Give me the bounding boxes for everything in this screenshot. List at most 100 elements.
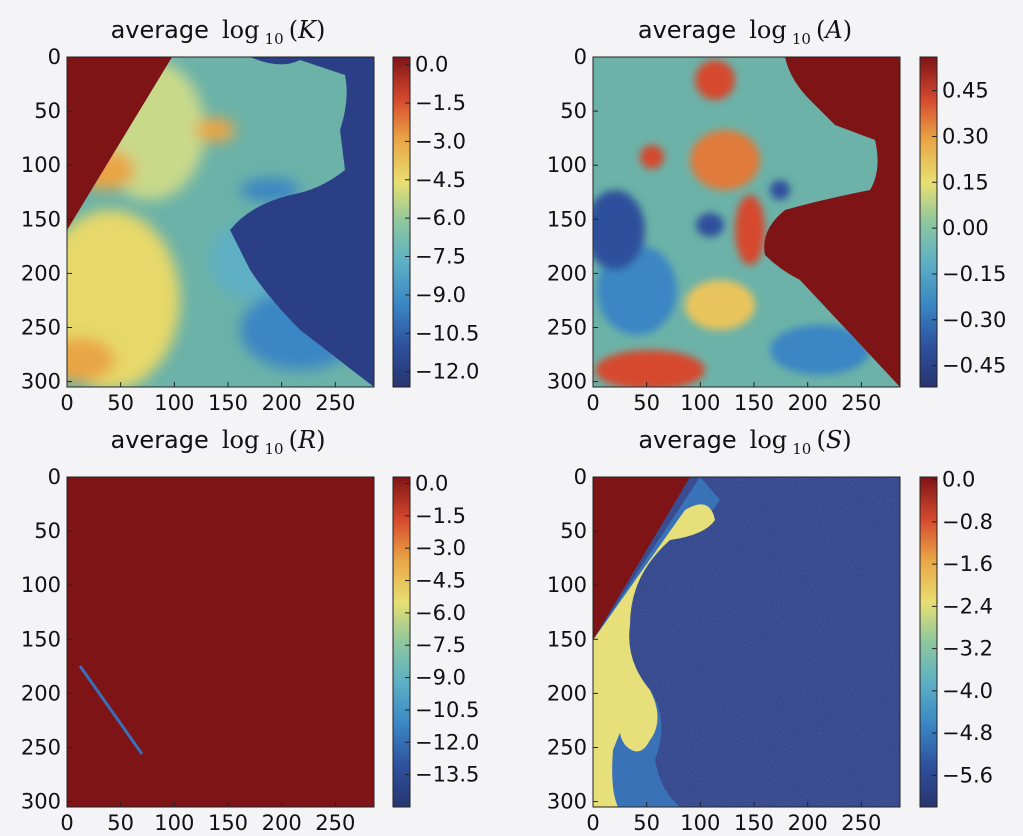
y-tick-label-a: 100 <box>547 153 587 177</box>
colorbar-tick-label-r: −12.0 <box>415 730 479 754</box>
y-tick-label-s: 200 <box>547 681 587 705</box>
x-tick-label-s: 100 <box>680 811 720 835</box>
colorbar-k <box>392 56 411 388</box>
colorbar-tick-label-k: −7.5 <box>415 245 466 269</box>
x-tick-label-a: 100 <box>680 391 720 415</box>
colorbar-tick-label-r: −13.5 <box>415 763 479 787</box>
colorbar-tick-label-a: −0.15 <box>942 262 1006 286</box>
y-tick-label-r: 50 <box>34 519 61 543</box>
title-word: average <box>111 16 209 44</box>
colorbar-r <box>392 476 411 808</box>
y-tick-label-s: 150 <box>547 627 587 651</box>
y-tick-label-r: 250 <box>21 735 61 759</box>
x-tick-label-a: 250 <box>841 391 881 415</box>
y-tick-label-k: 0 <box>48 45 61 69</box>
x-tick-label-a: 200 <box>788 391 828 415</box>
y-tick-label-k: 250 <box>21 315 61 339</box>
x-tick-label-k: 0 <box>60 391 73 415</box>
colorbar-tick-label-k: −12.0 <box>415 360 479 384</box>
y-tick-label-s: 0 <box>574 465 587 489</box>
y-tick-label-k: 200 <box>21 261 61 285</box>
x-tick-label-k: 50 <box>107 391 134 415</box>
colorbar-tick-label-r: −10.5 <box>415 698 479 722</box>
x-tick-label-a: 50 <box>633 391 660 415</box>
colorbar-tick-label-s: −5.6 <box>942 763 993 787</box>
title-k: average log 10 (K) <box>111 16 326 48</box>
x-tick-label-a: 150 <box>734 391 774 415</box>
x-tick-label-r: 200 <box>262 811 302 835</box>
colorbar-tick-label-s: −1.6 <box>942 552 993 576</box>
x-tick-label-s: 50 <box>633 811 660 835</box>
colorbar-tick-label-a: 0.00 <box>942 216 989 240</box>
x-tick-label-k: 200 <box>262 391 302 415</box>
y-tick-label-k: 50 <box>34 99 61 123</box>
x-tick-label-a: 0 <box>586 391 599 415</box>
y-tick-label-k: 300 <box>21 370 61 394</box>
x-tick-label-k: 100 <box>154 391 194 415</box>
y-tick-label-r: 0 <box>48 465 61 489</box>
colorbar-tick-label-a: −0.45 <box>942 354 1006 378</box>
y-tick-label-r: 200 <box>21 681 61 705</box>
colorbar-tick-label-r: 0.0 <box>415 471 448 495</box>
y-tick-label-r: 100 <box>21 573 61 597</box>
x-tick-label-r: 100 <box>154 811 194 835</box>
colorbar-tick-label-s: −4.8 <box>942 721 993 745</box>
x-tick-label-s: 0 <box>586 811 599 835</box>
colorbar-tick-label-r: −9.0 <box>415 666 466 690</box>
y-tick-label-a: 300 <box>547 370 587 394</box>
colorbar-tick-label-k: −4.5 <box>415 168 466 192</box>
heatmap-s <box>593 477 900 807</box>
colorbar-tick-label-r: −3.0 <box>415 536 466 560</box>
colorbar-tick-label-k: −6.0 <box>415 206 466 230</box>
x-tick-label-r: 0 <box>60 811 73 835</box>
x-tick-label-k: 150 <box>208 391 248 415</box>
colorbar-tick-label-a: 0.15 <box>942 170 989 194</box>
y-tick-label-a: 250 <box>547 315 587 339</box>
colorbar-tick-label-a: 0.30 <box>942 124 989 148</box>
svg-text:average log 10: average log 10 (S) <box>638 426 851 458</box>
plot-frame-r <box>66 476 375 808</box>
y-tick-label-s: 250 <box>547 735 587 759</box>
colorbar-tick-label-k: 0.0 <box>415 53 448 77</box>
plot-frame-s <box>592 476 901 808</box>
heatmap-s-masked-corner <box>593 477 690 640</box>
heatmap-r-diagonal-streak <box>78 665 144 755</box>
svg-text:average log 10: average log 10 (K) <box>111 16 326 48</box>
heatmap-r-background <box>67 477 374 807</box>
x-tick-label-s: 150 <box>734 811 774 835</box>
colorbar-tick-label-s: −0.8 <box>942 510 993 534</box>
x-tick-label-r: 50 <box>107 811 134 835</box>
y-tick-label-s: 300 <box>547 790 587 814</box>
colorbar-tick-label-a: −0.30 <box>942 308 1006 332</box>
y-tick-label-a: 0 <box>574 45 587 69</box>
plot-frame-a <box>592 56 901 388</box>
title-r: average log 10 (R) <box>111 426 326 458</box>
y-tick-label-a: 50 <box>560 99 587 123</box>
colorbar-tick-label-r: −7.5 <box>415 633 466 657</box>
y-tick-label-a: 200 <box>547 261 587 285</box>
colorbar-tick-label-s: 0.0 <box>942 468 975 492</box>
plot-frame-k <box>66 56 375 388</box>
x-tick-label-s: 200 <box>788 811 828 835</box>
colorbar-tick-label-s: −2.4 <box>942 594 993 618</box>
y-tick-label-a: 150 <box>547 207 587 231</box>
colorbar-tick-label-k: −1.5 <box>415 91 466 115</box>
y-tick-label-k: 150 <box>21 207 61 231</box>
svg-text:average log 10: average log 10 (R) <box>111 426 326 458</box>
heatmap-k <box>67 57 374 387</box>
x-tick-label-s: 250 <box>841 811 881 835</box>
colorbar-tick-label-r: −6.0 <box>415 601 466 625</box>
colorbar-ticks-layer: 0.0 −1.5 −3.0 −4.5 −6.0 −7.5 −9.0 −10.5 −12.0 0.4… <box>405 53 1006 787</box>
x-tick-label-k: 250 <box>315 391 355 415</box>
colorbar-s <box>919 476 938 808</box>
colorbar-tick-label-r: −1.5 <box>415 504 466 528</box>
colorbar-tick-label-r: −4.5 <box>415 569 466 593</box>
heatmap-k-masked-corner <box>67 57 172 230</box>
y-tick-label-r: 150 <box>21 627 61 651</box>
title-s: average log 10 (S) <box>638 426 851 458</box>
heatmap-a <box>593 57 900 387</box>
colorbar-tick-label-k: −9.0 <box>415 283 466 307</box>
colorbar-tick-label-k: −3.0 <box>415 129 466 153</box>
